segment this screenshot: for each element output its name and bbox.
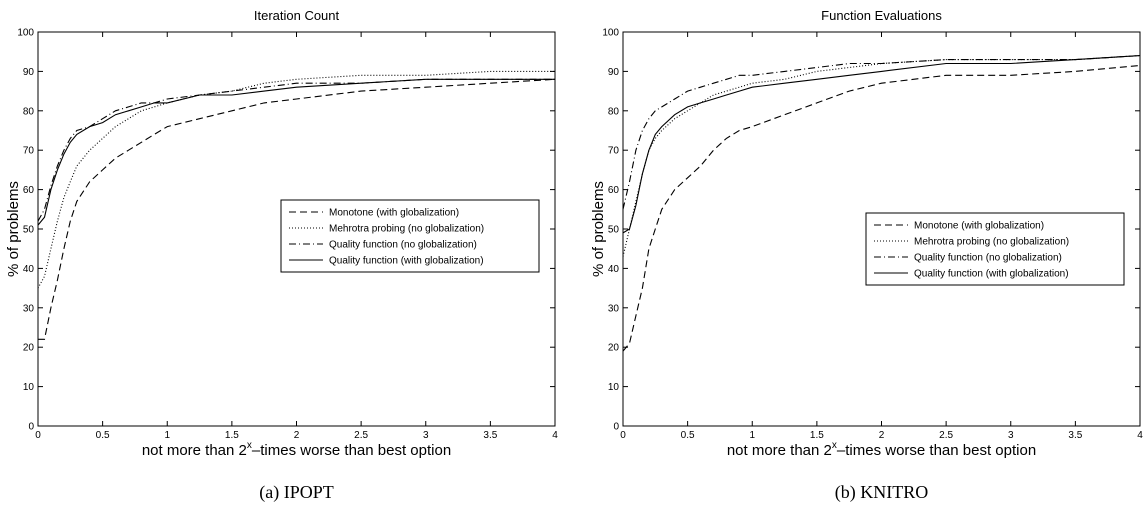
y-tick-label: 40 [23, 264, 35, 275]
x-tick-label: 3 [423, 430, 429, 441]
x-axis-label-sup: x [247, 440, 252, 451]
x-axis-label-part: –times worse than best option [837, 442, 1036, 459]
legend-label: Monotone (with globalization) [329, 208, 459, 219]
x-tick-label: 1 [749, 430, 755, 441]
y-tick-label: 80 [608, 106, 620, 117]
y-tick-label: 40 [608, 264, 620, 275]
legend-label: Quality function (no globalization) [914, 253, 1062, 264]
x-tick-label: 0.5 [96, 430, 110, 441]
line-series [622, 55, 1141, 257]
line-series [622, 64, 1141, 352]
y-tick-label: 30 [23, 303, 35, 314]
x-tick-label: 4 [552, 430, 558, 441]
y-tick-label: 90 [23, 67, 35, 78]
x-tick-label: 4 [1137, 430, 1143, 441]
x-axis-label: not more than 2x–times worse than best o… [727, 440, 1036, 459]
x-tick-label: 3.5 [1068, 430, 1082, 441]
x-tick-label: 0.5 [681, 430, 695, 441]
x-axis-label-part: not more than 2 [142, 442, 247, 459]
legend-label: Mehrotra probing (no globalization) [914, 237, 1069, 248]
x-axis-label-part: not more than 2 [727, 442, 832, 459]
caption: (a) IPOPT [259, 482, 334, 503]
x-tick-label: 3 [1008, 430, 1014, 441]
y-tick-label: 10 [23, 382, 35, 393]
x-tick-label: 0 [620, 430, 626, 441]
y-axis-label: % of problems [5, 181, 22, 277]
x-axis-label: not more than 2x–times worse than best o… [142, 440, 451, 459]
y-tick-label: 10 [608, 382, 620, 393]
y-tick-label: 60 [23, 185, 35, 196]
y-tick-label: 100 [17, 28, 34, 39]
x-tick-label: 1.5 [225, 430, 239, 441]
y-axis-label: % of problems [590, 181, 607, 277]
caption: (b) KNITRO [835, 482, 928, 503]
y-tick-label: 90 [608, 67, 620, 78]
y-tick-label: 70 [608, 146, 620, 157]
line-series [622, 55, 1141, 234]
legend-box [865, 212, 1125, 286]
legend-label: Monotone (with globalization) [914, 221, 1044, 232]
legend-label: Mehrotra probing (no globalization) [329, 224, 484, 235]
x-tick-label: 1 [164, 430, 170, 441]
x-axis-label-part: –times worse than best option [252, 442, 451, 459]
y-tick-label: 70 [23, 146, 35, 157]
line-series [37, 78, 555, 226]
x-axis-label-sup: x [832, 440, 837, 451]
chart-title: Function Evaluations [821, 8, 942, 23]
y-tick-label: 30 [608, 303, 620, 314]
y-tick-label: 60 [608, 185, 620, 196]
x-tick-label: 2 [294, 430, 300, 441]
legend-box [280, 199, 540, 273]
line-series [38, 78, 556, 340]
legend-label: Quality function (no globalization) [329, 240, 477, 251]
y-tick-label: 0 [613, 422, 619, 433]
x-tick-label: 0 [35, 430, 41, 441]
line-series [37, 70, 555, 289]
x-tick-label: 2.5 [354, 430, 368, 441]
y-tick-label: 20 [23, 343, 35, 354]
y-tick-label: 80 [23, 106, 35, 117]
x-tick-label: 3.5 [483, 430, 497, 441]
y-tick-label: 0 [28, 422, 34, 433]
chart-title: Iteration Count [254, 8, 340, 23]
line-series [622, 55, 1141, 210]
y-tick-label: 100 [602, 28, 619, 39]
y-tick-label: 20 [608, 343, 620, 354]
y-tick-label: 50 [608, 225, 620, 236]
x-tick-label: 2.5 [939, 430, 953, 441]
legend-label: Quality function (with globalization) [329, 256, 484, 267]
x-tick-label: 1.5 [810, 430, 824, 441]
y-tick-label: 50 [23, 225, 35, 236]
x-tick-label: 2 [879, 430, 885, 441]
legend-label: Quality function (with globalization) [914, 269, 1069, 280]
